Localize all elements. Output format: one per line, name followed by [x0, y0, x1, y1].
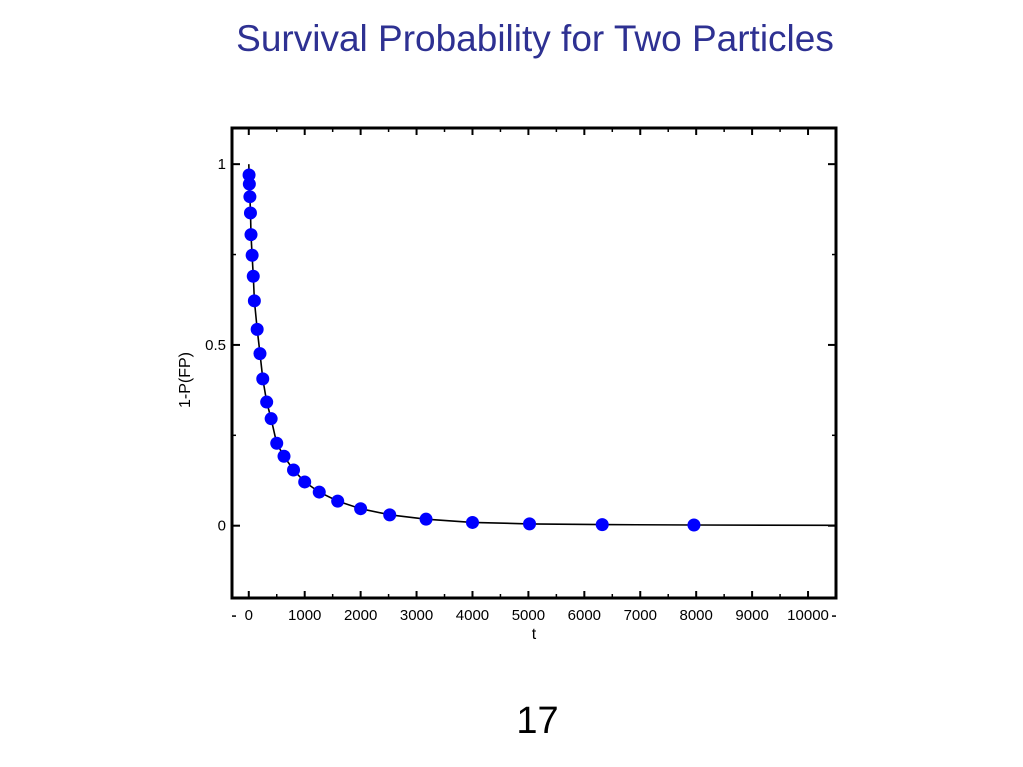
data-point [687, 518, 701, 532]
data-point [465, 515, 479, 529]
data-point [270, 436, 284, 450]
data-point [331, 494, 345, 508]
data-point [242, 177, 256, 191]
data-point [242, 168, 256, 182]
data-point [595, 518, 609, 532]
data-point [246, 269, 260, 283]
x-tick-label: 9000 [735, 607, 768, 624]
y-tick-label: 0 [218, 518, 226, 535]
data-point [298, 475, 312, 489]
x-tick-label: 1000 [288, 607, 321, 624]
x-tick-label: 6000 [568, 607, 601, 624]
plot-frame [230, 126, 838, 600]
y-tick-label: 0.5 [205, 337, 226, 354]
data-point [264, 412, 278, 426]
data-point [245, 248, 259, 262]
x-axis-label: t [532, 626, 537, 643]
data-point [243, 206, 257, 220]
data-point [244, 228, 258, 242]
data-point [247, 294, 261, 308]
fit-curve [248, 164, 837, 527]
x-tick-label: 10000 [787, 607, 829, 624]
y-axis-label: 1-P(FP) [177, 352, 194, 408]
data-point [523, 517, 537, 531]
y-tick-label: 1 [218, 156, 226, 173]
data-point [256, 372, 270, 386]
x-tick-label: 0 [245, 607, 253, 624]
plot-layer: 0 1000 2000 3000 4000 5000 6000 7000 8000 9000 100… [205, 128, 837, 624]
data-point [383, 508, 397, 522]
data-point [250, 322, 264, 336]
data-point [419, 512, 433, 526]
x-tick-label: 5000 [512, 607, 545, 624]
data-point [243, 190, 257, 204]
data-point [277, 449, 291, 463]
data-point [287, 463, 301, 477]
data-point [354, 502, 368, 516]
x-tick-label: 2000 [344, 607, 377, 624]
page-number: 17 [516, 700, 559, 742]
x-tick-label: 7000 [624, 607, 657, 624]
data-point [312, 485, 326, 499]
data-point [260, 395, 274, 409]
slide-title: Survival Probability for Two Particles [236, 18, 834, 59]
x-tick-label: 3000 [400, 607, 433, 624]
data-point [253, 347, 267, 361]
x-tick-label: 8000 [679, 607, 712, 624]
x-tick-label: 4000 [456, 607, 489, 624]
